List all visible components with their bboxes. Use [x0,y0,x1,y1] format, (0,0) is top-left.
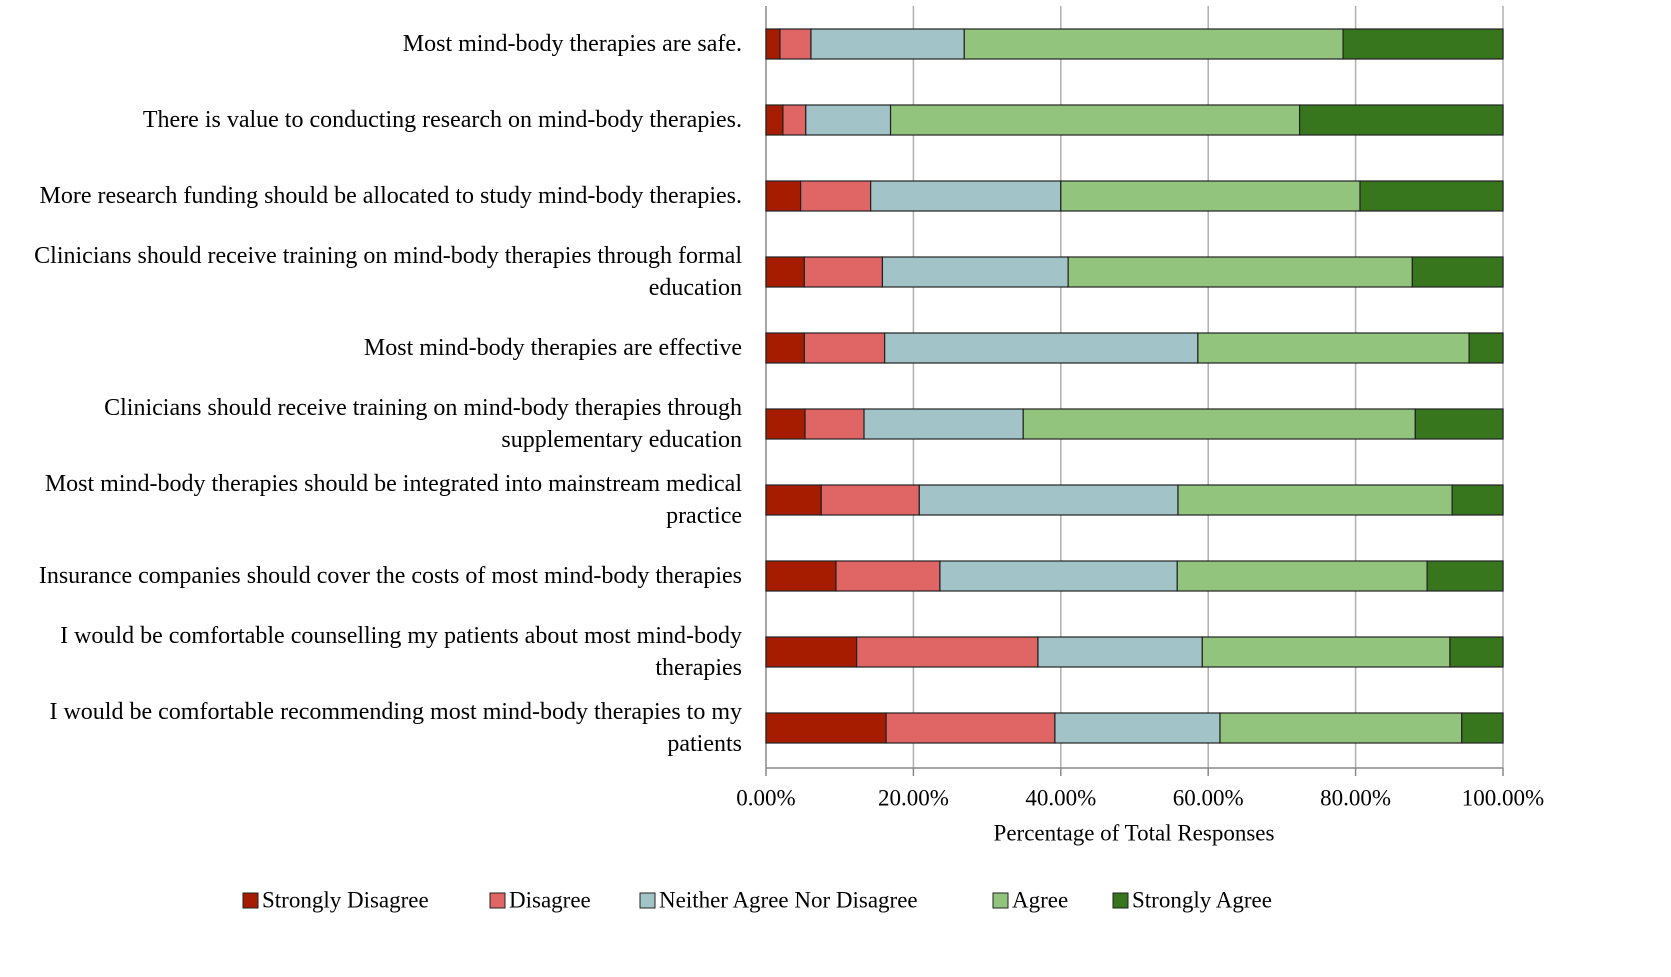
legend-label: Neither Agree Nor Disagree [659,887,918,912]
bar-segment [1022,408,1416,440]
category-label: Most mind-body therapies are safe. [402,31,742,57]
bar-segment [835,560,941,592]
category-label: Most mind-body therapies are effective [363,335,742,361]
bar-segment [765,332,805,364]
bar-segment [1449,636,1504,668]
legend-swatch [639,892,656,909]
bar-segment [1177,484,1453,516]
bar-segment [820,484,920,516]
x-axis-title: Percentage of Total Responses [994,820,1275,845]
bar-segment [889,104,1301,136]
bar-segment [810,28,965,60]
category-label: I would be comfortable recommending most… [49,699,742,757]
category-label: There is value to conducting research on… [142,107,742,133]
bar-segment [1219,712,1463,744]
bar-segment [1451,484,1504,516]
bar-segment [856,636,1039,668]
bar-segment [1197,332,1470,364]
bar-segment [800,180,872,212]
bar-segment [803,256,884,288]
x-tick-label: 80.00% [1320,785,1391,810]
bar-segment [1359,180,1504,212]
bar-segment [885,712,1056,744]
bar-segment [765,104,784,136]
bar-segment [765,256,805,288]
bar-segment [805,104,892,136]
bar-segment [782,104,807,136]
category-label: Clinicians should receive training on mi… [34,243,742,301]
bar-segment [1176,560,1428,592]
category-label: Clinicians should receive training on mi… [104,395,742,453]
legend-swatch [992,892,1009,909]
category-label: Most mind-body therapies should be integ… [44,471,742,529]
category-label: I would be comfortable counselling my pa… [60,623,742,681]
bar-segment [884,332,1199,364]
bar-segment [765,180,802,212]
legend-label: Strongly Agree [1132,887,1272,912]
legend-label: Agree [1012,887,1068,912]
bar-segment [1060,180,1361,212]
category-label: Insurance companies should cover the cos… [38,563,742,589]
bar-segment [1054,712,1221,744]
x-tick-label: 100.00% [1462,785,1544,810]
bar-segment [1067,256,1413,288]
bar-segment [881,256,1069,288]
legend-swatch [242,892,259,909]
x-tick-label: 20.00% [878,785,949,810]
bar-segment [1037,636,1203,668]
bar-segment [863,408,1024,440]
x-tick-label: 60.00% [1173,785,1244,810]
bar-segment [1461,712,1504,744]
bar-segment [1298,104,1504,136]
legend-label: Disagree [509,887,591,912]
x-tick-label: 0.00% [736,785,795,810]
bar-segment [870,180,1062,212]
bar-segment [804,408,865,440]
bar-segment [765,636,858,668]
bar-segment [1468,332,1504,364]
bar-segment [963,28,1344,60]
category-label: More research funding should be allocate… [39,183,742,209]
bar-segment [1201,636,1451,668]
bar-segment [765,712,887,744]
bar-segment [765,484,822,516]
bar-segment [1342,28,1504,60]
legend-swatch [1112,892,1129,909]
bar-segment [1426,560,1504,592]
legend-swatch [489,892,506,909]
bar-segment [939,560,1178,592]
bar-segment [918,484,1179,516]
bar-segment [765,408,806,440]
bar-segment [765,560,837,592]
bar-segment [1414,408,1504,440]
bar-segment [1411,256,1504,288]
bar-segment [765,28,781,60]
bar-segment [779,28,812,60]
bar-segment [803,332,886,364]
x-tick-label: 40.00% [1025,785,1096,810]
legend-label: Strongly Disagree [262,887,429,912]
